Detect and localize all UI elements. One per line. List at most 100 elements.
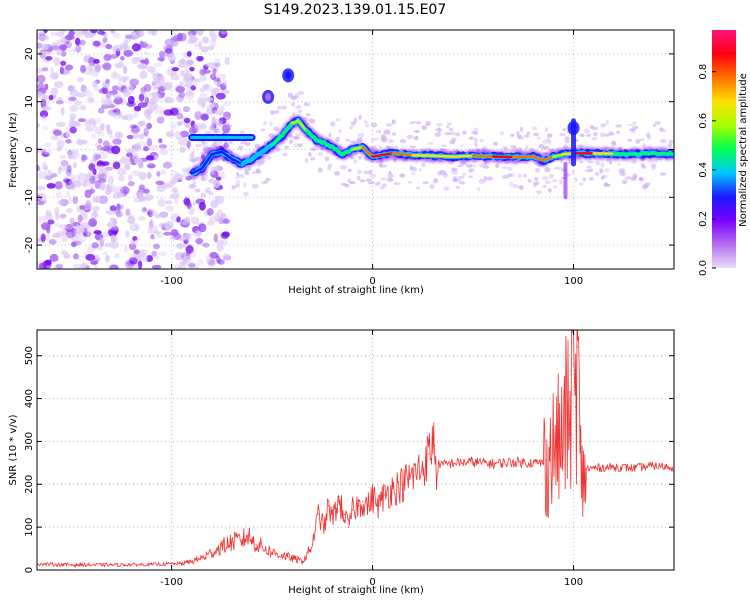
spectrogram-speckle (519, 184, 524, 191)
spectrogram-noise-blob (37, 164, 40, 172)
snr-ylabel: SNR (10 * v/v) (8, 414, 19, 485)
spectrogram-speckle (392, 132, 396, 136)
spectrogram-noise-blob (186, 243, 194, 253)
snr-point (434, 445, 436, 447)
spectrogram-noise-blob (188, 126, 197, 135)
snr-point (472, 461, 474, 463)
spectrogram-noise-blob (91, 242, 99, 249)
spectrogram-speckle (512, 184, 518, 189)
spectrogram-noise-blob (51, 40, 61, 50)
spectrogram-speckle (660, 127, 664, 131)
spectrogram-speckle (370, 137, 375, 143)
snr-point (392, 487, 394, 490)
spectrogram-noise-blob (129, 78, 140, 86)
spectrogram-noise-blob (58, 165, 68, 172)
spectrogram-noise-blob (183, 197, 191, 206)
spectrogram-noise-blob (167, 53, 176, 63)
snr-point (201, 557, 203, 559)
spectrogram-speckle (446, 124, 450, 129)
spectrogram-speckle (189, 183, 195, 188)
spectrogram-noise-blob (91, 206, 100, 212)
snr-point (70, 564, 72, 566)
spectrogram-speckle (350, 121, 357, 125)
spectrogram-feature-core (265, 92, 272, 101)
spectrogram-speckle (368, 181, 375, 185)
spectrogram-speckle (541, 176, 549, 180)
spectrogram-noise-blob (44, 259, 52, 266)
spectrogram-noise-blob (167, 39, 176, 46)
spectrogram-noise-blob (93, 230, 102, 235)
spectrogram-speckle (437, 127, 441, 133)
spectrogram-speckle (429, 184, 435, 189)
spectrogram-speckle (452, 176, 457, 180)
spectrogram-speckle (376, 181, 381, 185)
spectrogram-ridge-segment (230, 157, 244, 166)
spectrogram-speckle (448, 127, 454, 131)
snr-point (560, 445, 563, 447)
spectrogram-speckle (294, 105, 301, 109)
spectrogram-noise-blob (133, 249, 140, 255)
spectrogram-noise-blob (89, 68, 100, 77)
spectrogram-noise-blob (109, 54, 119, 59)
spectrogram-ytick-label: -10 (24, 189, 35, 205)
spectrogram-speckle (383, 129, 391, 135)
spectrogram-speckle (386, 177, 394, 182)
spectrogram-noise-blob (107, 99, 113, 107)
spectrogram-speckle (293, 143, 299, 148)
spectrogram-speckle (510, 173, 515, 178)
spectrogram-noise-blob (38, 33, 47, 42)
spectrogram-noise-blob (138, 171, 147, 181)
spectrogram-noise-blob (79, 205, 86, 210)
spectrogram-noise-blob (69, 105, 79, 112)
spectrogram-noise-blob (129, 257, 138, 265)
spectrogram-speckle (600, 123, 607, 128)
snr-point (584, 468, 587, 470)
spectrogram-noise-blob (129, 124, 138, 129)
spectrogram-noise-blob (158, 94, 163, 102)
spectrogram-speckle (538, 143, 545, 149)
spectrogram-speckle (236, 172, 240, 176)
spectrogram-speckle (304, 157, 309, 163)
spectrogram-noise-blob (130, 31, 140, 40)
spectrogram-noise-blob (181, 167, 189, 172)
spectrogram-noise-blob (94, 63, 101, 73)
spectrogram-noise-blob (68, 48, 77, 53)
spectrogram-ridge-segment (250, 150, 264, 161)
spectrogram-xtick-label: -100 (160, 276, 183, 287)
spectrogram-noise-blob (193, 43, 199, 48)
spectrogram-noise-blob (152, 243, 161, 250)
spectrogram-noise-blob (198, 201, 206, 211)
spectrogram-speckle (502, 145, 508, 151)
spectrogram-speckle (466, 163, 473, 168)
spectrogram-noise-blob (174, 251, 184, 261)
spectrogram-noise-blob (116, 73, 122, 82)
spectrogram-noise-blob (169, 178, 179, 185)
spectrogram-noise-blob (56, 49, 64, 56)
spectrogram-noise-blob (184, 91, 195, 97)
spectrogram-xtick-label: 0 (369, 276, 375, 287)
snr-point (295, 558, 297, 560)
spectrogram-speckle (310, 157, 316, 161)
spectrogram-noise-blob (217, 257, 223, 265)
spectrogram-speckle (660, 172, 666, 176)
snr-panel: -100 0 100 0 100 200 300 400 500 Height of strai… (8, 329, 675, 596)
spectrogram-speckle (291, 101, 296, 107)
spectrogram-noise-blob (179, 130, 189, 138)
spectrogram-speckle (251, 183, 259, 189)
spectrogram-noise-blob (80, 153, 86, 163)
spectrogram-noise-blob (202, 36, 210, 44)
spectrogram-noise-blob (219, 106, 225, 111)
spectrogram-speckle (639, 138, 645, 142)
spectrogram-noise-blob (96, 165, 104, 171)
spectrogram-noise-blob (170, 228, 179, 238)
spectrogram-speckle (317, 152, 324, 156)
spectrogram-ridge-segment (371, 152, 394, 158)
spectrogram-noise-blob (138, 253, 148, 262)
spectrogram-speckle (604, 183, 611, 187)
spectrogram-speckle (212, 143, 217, 148)
spectrogram-noise-blob (113, 92, 122, 100)
spectrogram-speckle (548, 139, 552, 145)
snr-xlabel: Height of straight line (km) (288, 585, 424, 596)
snr-point (564, 415, 567, 417)
spectrogram-ylabel: Frequency (Hz) (8, 112, 19, 188)
